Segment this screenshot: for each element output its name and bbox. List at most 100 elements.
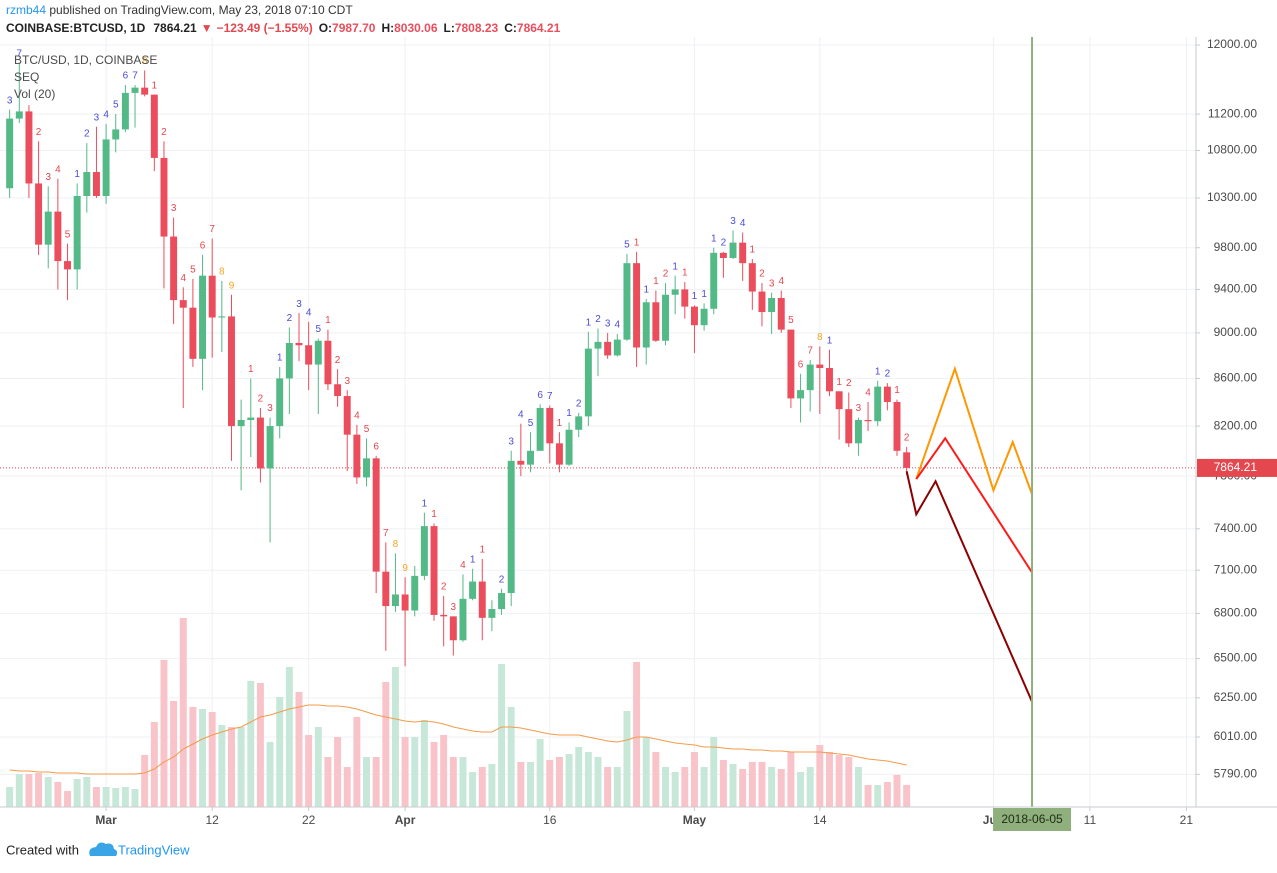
seq-count: 1 xyxy=(750,245,756,256)
candle-body xyxy=(121,92,129,130)
seq-count: 1 xyxy=(74,169,80,180)
candle-body xyxy=(584,348,592,417)
seq-count: 1 xyxy=(431,509,437,520)
y-tick-label: 10800.00 xyxy=(1207,143,1257,157)
ohlc-key: O: xyxy=(319,21,332,35)
candle-body xyxy=(700,308,708,326)
seq-count: 5 xyxy=(190,264,196,275)
ohlc-key: C: xyxy=(504,21,517,35)
candle-body xyxy=(44,211,52,245)
seq-count: 6 xyxy=(537,390,543,401)
candle-body xyxy=(295,342,303,346)
volume-bar xyxy=(131,789,139,807)
candle-body xyxy=(710,252,718,309)
candle-body xyxy=(363,458,370,478)
candle-body xyxy=(276,378,284,427)
volume-bar xyxy=(256,683,264,807)
candle-body xyxy=(652,302,660,341)
x-tick-label: Mar xyxy=(95,813,117,827)
candle-body xyxy=(565,429,573,465)
seq-count: 1 xyxy=(634,237,640,248)
candle-body xyxy=(208,275,216,318)
seq-count: 4 xyxy=(615,320,621,331)
seq-count: 6 xyxy=(373,441,379,452)
candle-body xyxy=(690,306,698,326)
seq-count: 5 xyxy=(624,240,630,251)
x-tick-label: 21 xyxy=(1180,813,1194,827)
volume-bar xyxy=(613,767,621,807)
volume-bar xyxy=(787,752,795,807)
candle-body xyxy=(478,581,486,618)
seq-count: 2 xyxy=(846,378,852,389)
y-tick-label: 7100.00 xyxy=(1214,562,1258,576)
seq-count: 8 xyxy=(393,539,399,550)
seq-count: 2 xyxy=(36,127,42,138)
axes: 12000.00 11200.00 10800.00 10300.00 9800.00 9… xyxy=(95,37,1277,831)
candle-body xyxy=(411,575,419,611)
candle-body xyxy=(391,594,399,607)
candle-body xyxy=(35,183,43,245)
volume-bar xyxy=(411,737,419,807)
candle-body xyxy=(768,297,776,313)
volume-bar xyxy=(498,664,506,807)
candle-body xyxy=(314,340,322,365)
seq-count: 4 xyxy=(865,388,871,399)
volume-bar xyxy=(420,720,428,807)
legend-seq: SEQ xyxy=(14,70,39,84)
seq-count: 1 xyxy=(672,261,678,272)
candle-body xyxy=(83,172,91,196)
volume-bar xyxy=(218,725,226,807)
seq-count: 4 xyxy=(740,218,746,229)
y-tick-label: 9000.00 xyxy=(1214,325,1258,339)
candle-body xyxy=(449,616,457,641)
seq-count: 6 xyxy=(798,359,804,370)
seq-count: 1 xyxy=(711,233,717,244)
seq-count: 1 xyxy=(248,364,254,375)
volume-bar xyxy=(440,735,448,807)
volume-bar xyxy=(690,752,698,807)
seq-count: 2 xyxy=(721,237,727,248)
x-tick-label: 16 xyxy=(543,813,557,827)
seq-count: 1 xyxy=(557,418,563,429)
candle-body xyxy=(719,252,727,258)
y-tick-label: 8600.00 xyxy=(1214,371,1258,385)
brand[interactable]: TradingView xyxy=(118,842,190,857)
volume-bar xyxy=(768,767,776,807)
volume-bar xyxy=(517,762,525,807)
author[interactable]: rzmb44 xyxy=(6,3,46,17)
seq-count: 1 xyxy=(682,268,688,279)
volume-bar xyxy=(73,779,81,807)
volume-bar xyxy=(594,757,602,807)
candle-body xyxy=(131,87,139,93)
volume-bar xyxy=(391,667,399,807)
legend-symbol: BTC/USD, 1D, COINBASE xyxy=(14,53,157,67)
volume-bar xyxy=(189,707,197,807)
candle-body xyxy=(141,87,149,95)
seq-count: 3 xyxy=(267,403,273,414)
seq-count: 3 xyxy=(45,172,51,183)
candle-body xyxy=(671,289,679,295)
candle-body xyxy=(864,420,872,422)
candle-body xyxy=(179,300,187,308)
candle-body xyxy=(806,364,814,391)
y-tick-label: 8200.00 xyxy=(1214,418,1258,432)
candle-body xyxy=(594,341,602,349)
x-tick-label: 14 xyxy=(813,813,827,827)
volume-bar xyxy=(719,760,727,807)
seq-count: 4 xyxy=(460,560,466,571)
brand-logo xyxy=(89,842,118,856)
seq-count: 2 xyxy=(576,398,582,409)
seq-count: 5 xyxy=(528,418,534,429)
volume-bar xyxy=(797,772,805,807)
seq-count: 1 xyxy=(701,289,707,300)
volume-bar xyxy=(835,755,843,807)
volume-bar xyxy=(633,662,641,807)
projection-line xyxy=(915,436,1033,574)
seq-count: 3 xyxy=(344,376,350,387)
candle-body xyxy=(845,409,853,444)
candle-body xyxy=(777,297,785,330)
volume-bar xyxy=(150,722,158,807)
candle-body xyxy=(681,289,689,307)
candle-body xyxy=(334,384,342,397)
